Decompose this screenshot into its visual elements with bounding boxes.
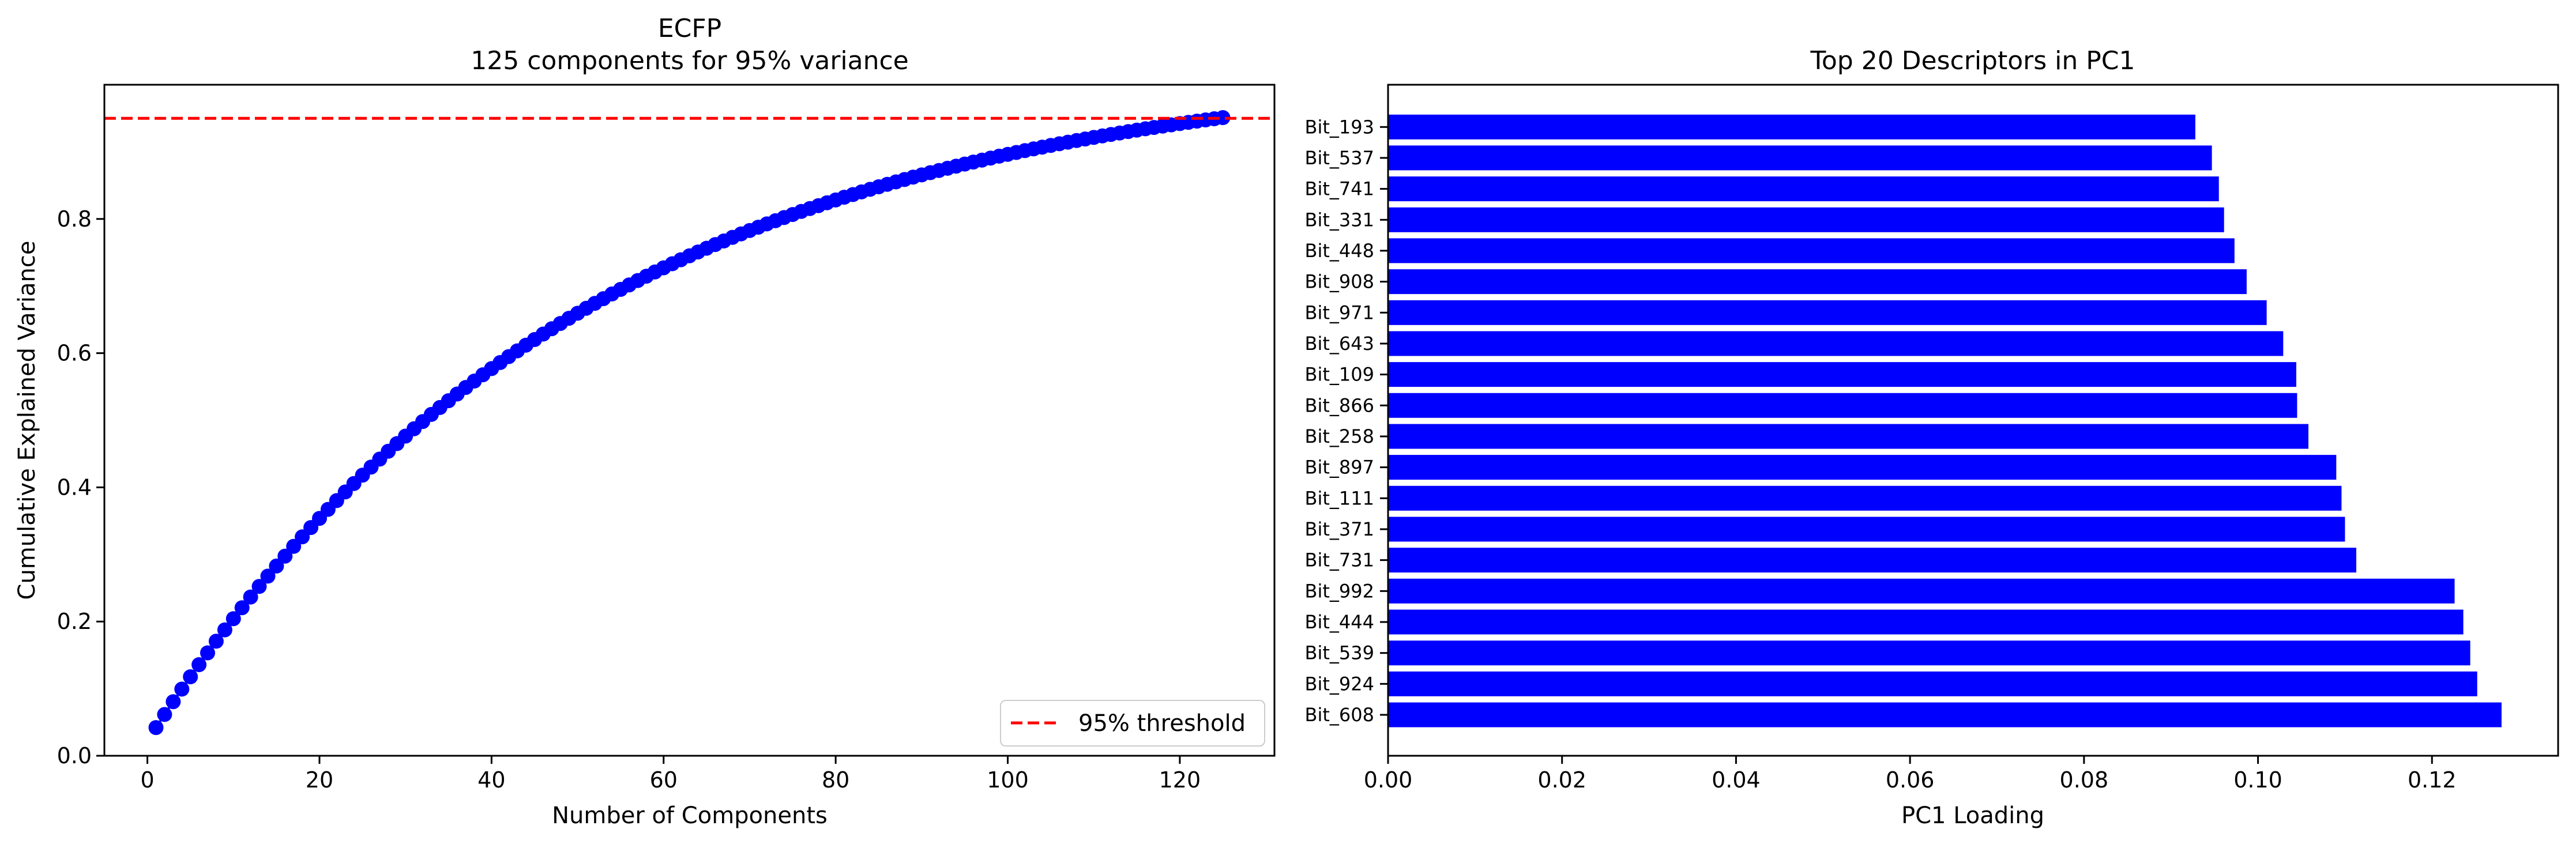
descriptor-label: Bit_448 bbox=[1305, 240, 1374, 262]
descriptor-label: Bit_643 bbox=[1305, 333, 1374, 355]
descriptor-label: Bit_539 bbox=[1305, 642, 1374, 664]
loading-bar bbox=[1388, 424, 2308, 449]
descriptor-label: Bit_537 bbox=[1305, 147, 1374, 169]
descriptor-label: Bit_924 bbox=[1305, 673, 1374, 695]
loading-bar bbox=[1388, 640, 2470, 666]
left-chart-title: ECFP bbox=[658, 14, 721, 43]
left-x-tick-label: 60 bbox=[650, 767, 678, 793]
left-x-tick-label: 80 bbox=[822, 767, 849, 793]
loading-bar bbox=[1388, 207, 2224, 232]
loading-bar bbox=[1388, 517, 2345, 542]
left-x-tick-label: 0 bbox=[141, 767, 155, 793]
descriptor-label: Bit_371 bbox=[1305, 518, 1374, 540]
descriptor-label: Bit_741 bbox=[1305, 178, 1374, 200]
descriptor-label: Bit_971 bbox=[1305, 301, 1374, 323]
loading-bar bbox=[1388, 331, 2284, 356]
right-x-tick-label: 0.04 bbox=[1712, 767, 1761, 793]
loading-bar bbox=[1388, 671, 2477, 696]
right-x-tick-label: 0.12 bbox=[2408, 767, 2457, 793]
right-x-tick-label: 0.10 bbox=[2233, 767, 2282, 793]
variance-point bbox=[269, 558, 284, 574]
left-y-axis-label: Cumulative Explained Variance bbox=[14, 241, 40, 600]
loading-bar bbox=[1388, 393, 2297, 418]
left-y-tick-label: 0.4 bbox=[57, 474, 92, 500]
descriptor-label: Bit_897 bbox=[1305, 457, 1374, 478]
loading-bar bbox=[1388, 455, 2337, 480]
left-chart-subtitle: 125 components for 95% variance bbox=[471, 46, 909, 76]
legend: 95% threshold bbox=[1000, 700, 1265, 747]
left-y-tick-label: 0.6 bbox=[57, 341, 92, 366]
left-y-tick-label: 0.2 bbox=[57, 609, 92, 634]
left-y-tick-label: 0.0 bbox=[57, 743, 92, 768]
descriptor-label: Bit_866 bbox=[1305, 394, 1374, 416]
variance-point bbox=[217, 622, 232, 638]
right-x-tick-label: 0.00 bbox=[1364, 767, 1413, 793]
variance-point bbox=[260, 568, 276, 584]
descriptor-label: Bit_731 bbox=[1305, 549, 1374, 571]
left-plot-frame bbox=[103, 84, 1276, 757]
variance-point bbox=[1215, 110, 1231, 125]
variance-point bbox=[174, 681, 190, 697]
variance-point bbox=[157, 707, 172, 722]
loading-bar bbox=[1388, 176, 2219, 202]
variance-point bbox=[251, 579, 267, 594]
loading-bar bbox=[1388, 485, 2342, 511]
left-x-tick-label: 100 bbox=[987, 767, 1029, 793]
variance-point bbox=[148, 720, 164, 736]
variance-point bbox=[286, 538, 302, 554]
right-chart-title: Top 20 Descriptors in PC1 bbox=[1810, 46, 2135, 76]
loading-bar bbox=[1388, 269, 2247, 295]
left-x-tick-label: 120 bbox=[1159, 767, 1201, 793]
loading-bar bbox=[1388, 702, 2502, 728]
left-y-tick-label: 0.8 bbox=[57, 206, 92, 232]
variance-point bbox=[277, 548, 293, 564]
loading-bar bbox=[1388, 609, 2464, 635]
legend-box bbox=[1000, 700, 1265, 747]
variance-point bbox=[234, 600, 250, 616]
loading-bar bbox=[1388, 548, 2356, 573]
loading-bar bbox=[1388, 145, 2212, 171]
loadings-chart: Top 20 Descriptors in PC1 0.00 0.02 0.04 0.… bbox=[1305, 46, 2559, 829]
variance-point bbox=[183, 669, 198, 684]
variance-point bbox=[243, 589, 258, 605]
descriptor-label: Bit_908 bbox=[1305, 271, 1374, 293]
descriptor-label: Bit_109 bbox=[1305, 364, 1374, 386]
descriptor-label: Bit_992 bbox=[1305, 580, 1374, 602]
left-x-tick-label: 40 bbox=[477, 767, 505, 793]
descriptor-label: Bit_444 bbox=[1305, 611, 1374, 633]
descriptor-label: Bit_331 bbox=[1305, 209, 1374, 231]
right-x-tick-label: 0.08 bbox=[2060, 767, 2109, 793]
loading-bar bbox=[1388, 362, 2296, 387]
variance-point bbox=[208, 634, 224, 649]
variance-point bbox=[225, 611, 241, 627]
loading-bar bbox=[1388, 300, 2267, 325]
variance-point bbox=[166, 694, 181, 710]
descriptor-label: Bit_608 bbox=[1305, 704, 1374, 726]
right-x-axis-label: PC1 Loading bbox=[1901, 802, 2044, 829]
right-x-tick-label: 0.06 bbox=[1886, 767, 1935, 793]
descriptor-label: Bit_258 bbox=[1305, 425, 1374, 447]
legend-label: 95% threshold bbox=[1078, 710, 1246, 737]
right-x-tick-label: 0.02 bbox=[1537, 767, 1586, 793]
variance-chart: ECFP 125 components for 95% variance 0 20… bbox=[14, 14, 1276, 829]
variance-point bbox=[200, 645, 215, 661]
descriptor-label: Bit_111 bbox=[1305, 487, 1374, 509]
loading-bar bbox=[1388, 578, 2455, 604]
left-x-tick-label: 20 bbox=[306, 767, 333, 793]
right-plot-frame bbox=[1387, 84, 2559, 757]
variance-point bbox=[191, 657, 207, 672]
loading-bar bbox=[1388, 238, 2235, 263]
descriptor-label: Bit_193 bbox=[1305, 116, 1374, 138]
left-x-axis-label: Number of Components bbox=[552, 802, 828, 829]
loading-bar bbox=[1388, 114, 2195, 140]
